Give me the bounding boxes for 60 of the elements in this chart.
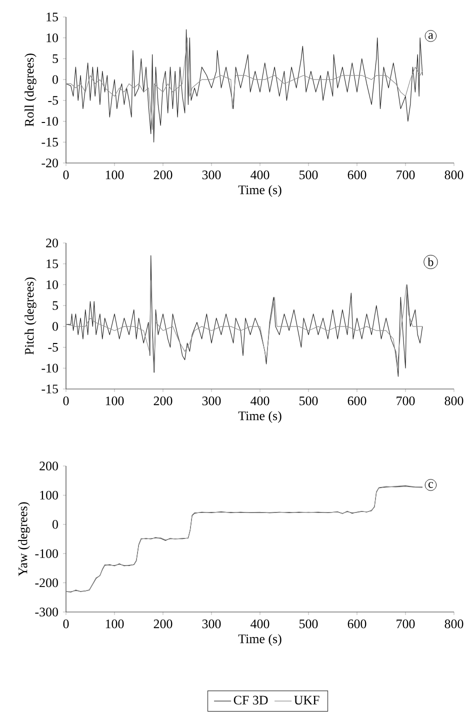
x-tick-label: 700 (396, 396, 415, 406)
x-tick-label: 100 (106, 170, 124, 180)
x-tick-label: 400 (250, 396, 270, 406)
x-axis-title: Time (s) (238, 634, 282, 646)
y-tick-label: 15 (46, 260, 58, 268)
y-tick-label: -5 (48, 342, 58, 352)
y-axis-title: Yaw (degrees) (18, 502, 30, 576)
x-tick-label: 200 (154, 396, 172, 406)
x-tick-label: 800 (444, 620, 464, 628)
y-tick-label: -15 (42, 384, 58, 394)
x-tick-label: 500 (300, 170, 318, 180)
x-tick-label: 300 (202, 620, 221, 628)
x-tick-label: 100 (106, 620, 124, 628)
y-tick-label: -20 (42, 158, 58, 168)
x-tick-label: 500 (300, 620, 318, 628)
x-axis-title: Time (s) (238, 411, 282, 423)
x-tick-label: 600 (348, 620, 366, 628)
x-tick-label: 400 (250, 620, 270, 628)
y-tick-label: -300 (35, 608, 58, 616)
y-tick-label: 15 (46, 12, 58, 22)
y-tick-label: -100 (35, 549, 58, 558)
y-axis-title: Roll (degrees) (24, 54, 36, 126)
legend-label: CF 3D (234, 696, 268, 704)
x-tick-label: 800 (444, 396, 464, 406)
y-tick-label: -5 (48, 96, 58, 105)
y-tick-label: -15 (42, 138, 58, 146)
x-tick-label: 400 (250, 170, 270, 180)
x-tick-label: 700 (396, 620, 415, 628)
y-tick-label: -10 (42, 116, 58, 126)
x-tick-label: 0 (63, 170, 69, 180)
y-tick-label: 5 (52, 54, 58, 64)
annotation: b (428, 258, 434, 266)
y-tick-label: 100 (40, 490, 58, 500)
x-tick-label: 300 (202, 170, 221, 180)
x-tick-label: 800 (444, 170, 464, 180)
x-tick-label: 200 (154, 170, 172, 180)
y-tick-label: 10 (46, 33, 58, 42)
x-tick-label: 600 (348, 396, 366, 406)
y-tick-label: 0 (52, 322, 58, 331)
x-tick-label: 100 (106, 396, 124, 406)
y-axis-title: Pitch (degrees) (24, 278, 36, 355)
annotation: c (428, 482, 434, 488)
x-tick-label: 300 (202, 396, 221, 406)
y-tick-label: 10 (46, 280, 58, 290)
legend-label: UKF (294, 696, 320, 704)
x-tick-label: 600 (348, 170, 366, 180)
y-tick-label: 5 (52, 301, 58, 310)
y-tick-label: 0 (52, 75, 58, 84)
y-tick-label: 0 (52, 520, 58, 529)
y-tick-label: -200 (35, 578, 58, 588)
x-tick-label: 0 (63, 620, 69, 628)
x-tick-label: 200 (154, 620, 172, 628)
y-tick-label: 200 (40, 462, 58, 470)
x-axis-title: Time (s) (238, 185, 282, 197)
x-tick-label: 700 (396, 170, 415, 180)
y-tick-label: -10 (42, 364, 58, 372)
y-tick-label: 20 (46, 238, 58, 248)
x-tick-label: 0 (63, 396, 69, 406)
annotation: a (428, 33, 434, 39)
x-tick-label: 500 (300, 396, 318, 406)
